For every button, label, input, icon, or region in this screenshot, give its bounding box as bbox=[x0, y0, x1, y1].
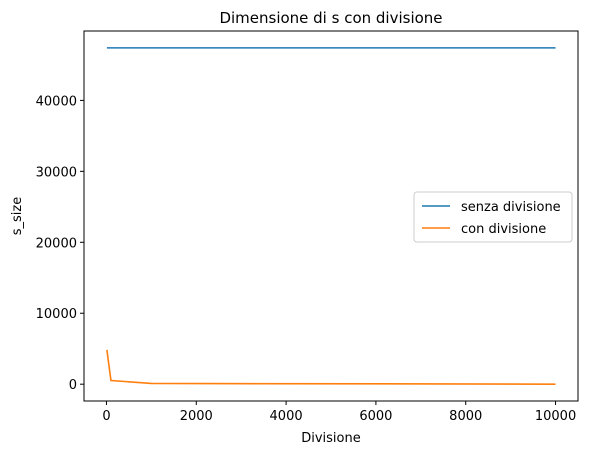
legend-box bbox=[413, 191, 573, 243]
series-line bbox=[106, 349, 556, 385]
y-tick-label: 20000 bbox=[36, 236, 77, 251]
y-tick-label: 0 bbox=[69, 378, 77, 393]
x-tick-label: 0 bbox=[102, 409, 110, 424]
x-tick-label: 2000 bbox=[180, 409, 213, 424]
x-axis: 0 2000 4000 6000 8000 10000 bbox=[102, 401, 576, 424]
x-tick-label: 6000 bbox=[359, 409, 392, 424]
legend-label: senza divisione bbox=[461, 200, 561, 215]
plot-frame bbox=[83, 30, 579, 402]
series-group bbox=[106, 47, 556, 385]
x-axis-label: Divisione bbox=[301, 431, 361, 446]
chart-title: Dimensione di s con divisione bbox=[219, 9, 442, 27]
x-tick-label: 8000 bbox=[449, 409, 482, 424]
legend-label: con divisione bbox=[461, 222, 546, 237]
x-tick-label: 10000 bbox=[535, 409, 576, 424]
y-axis-label: s_size bbox=[10, 197, 25, 235]
y-tick-label: 40000 bbox=[36, 94, 77, 109]
y-tick-label: 30000 bbox=[36, 165, 77, 180]
y-tick-label: 10000 bbox=[36, 307, 77, 322]
legend: senza divisione con divisione bbox=[413, 191, 573, 243]
x-tick-label: 4000 bbox=[270, 409, 303, 424]
y-axis: 0 10000 20000 30000 40000 bbox=[36, 94, 84, 393]
